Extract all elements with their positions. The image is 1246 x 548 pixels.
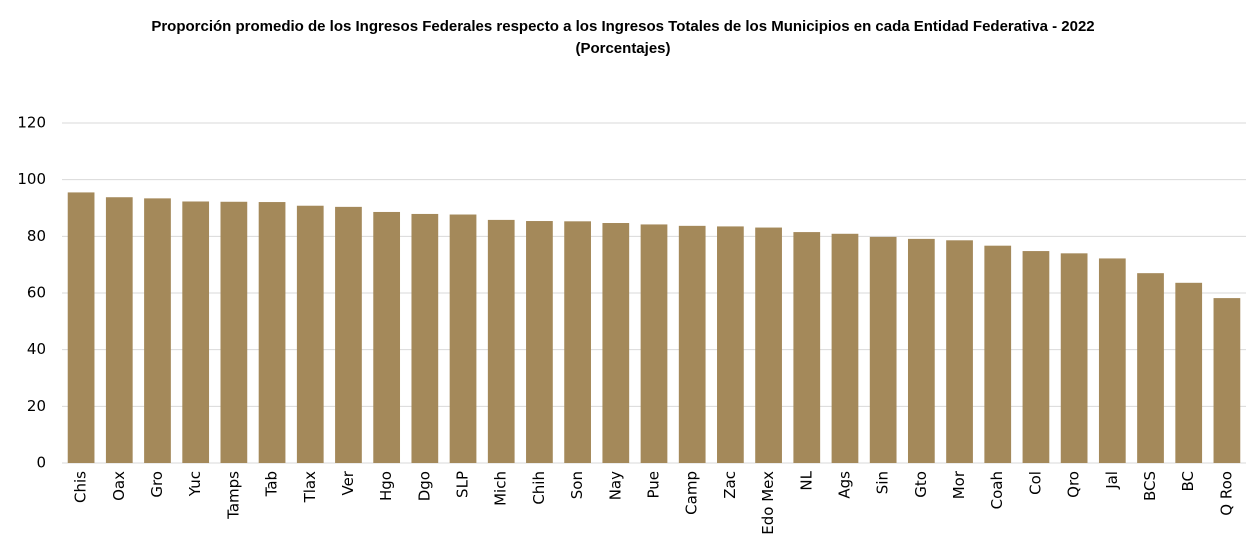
x-tick-label: Yuc (186, 471, 204, 497)
y-tick-label: 100 (17, 170, 46, 188)
x-tick-label: Coah (988, 471, 1006, 509)
y-tick-label: 0 (36, 454, 46, 472)
x-tick-label: BCS (1141, 471, 1159, 501)
x-tick-label: NL (797, 470, 815, 490)
x-tick-label: Ags (835, 471, 853, 499)
y-tick-label: 20 (27, 397, 46, 415)
bar (144, 198, 171, 463)
x-tick-label: Nay (606, 471, 624, 500)
bar (1137, 273, 1164, 463)
bar (1175, 282, 1203, 463)
x-tick-label: Chih (530, 471, 548, 505)
bar (602, 223, 630, 463)
bar (335, 206, 362, 463)
x-tick-label: Pue (645, 471, 663, 499)
x-tick-label: Tamps (224, 471, 242, 520)
x-tick-label: Ver (339, 470, 357, 495)
x-tick-label: Zac (721, 471, 739, 499)
x-tick-label: Edo Mex (759, 471, 777, 535)
x-tick-label: Jal (1103, 471, 1121, 490)
y-tick-label: 80 (27, 227, 46, 245)
bar (526, 221, 553, 463)
y-tick-label: 120 (17, 114, 46, 132)
x-tick-label: Mich (492, 471, 510, 506)
y-tick-label: 60 (27, 284, 46, 302)
bar (1098, 258, 1126, 463)
bar (869, 236, 897, 463)
chart-subtitle: (Porcentajes) (575, 40, 671, 57)
x-tick-label: Gto (912, 471, 930, 498)
bar (640, 224, 668, 463)
bar (717, 226, 744, 463)
x-tick-label: Qro (1065, 471, 1083, 498)
bar (907, 238, 935, 463)
bar (296, 205, 324, 463)
bar (411, 213, 439, 463)
x-tick-label: Mor (950, 470, 968, 499)
bar (1022, 251, 1050, 463)
x-tick-label: Gro (148, 471, 166, 498)
bar (984, 245, 1012, 463)
bar (220, 201, 248, 463)
y-tick-label: 40 (27, 340, 46, 358)
bar (258, 202, 286, 464)
x-tick-label: Q Roo (1217, 471, 1235, 516)
bar (564, 221, 591, 463)
bar (946, 240, 973, 463)
bar (67, 192, 95, 463)
bar (1060, 253, 1088, 463)
x-tick-label: Tlax (301, 471, 319, 504)
bar (1213, 298, 1241, 463)
bar (793, 232, 821, 463)
bar (449, 214, 477, 463)
bar (182, 201, 210, 463)
chart-title: Proporción promedio de los Ingresos Fede… (151, 18, 1095, 35)
x-tick-label: Chis (72, 471, 90, 503)
x-tick-label: Col (1026, 471, 1044, 495)
bar (755, 227, 782, 463)
x-tick-label: Son (568, 471, 586, 499)
x-tick-label: SLP (454, 471, 472, 498)
bar (487, 219, 515, 463)
x-tick-label: Tab (263, 471, 281, 497)
x-tick-label: Sin (874, 471, 892, 494)
bar (373, 211, 401, 463)
bar (831, 233, 859, 463)
x-tick-label: Hgo (377, 471, 395, 501)
x-tick-label: BC (1179, 471, 1197, 492)
x-tick-label: Camp (683, 471, 701, 515)
title-block: Proporción promedio de los Ingresos Fede… (123, 16, 1123, 60)
x-tick-label: Dgo (415, 471, 433, 501)
bar (105, 197, 133, 463)
x-tick-label: Oax (110, 471, 128, 501)
bar (678, 225, 706, 463)
